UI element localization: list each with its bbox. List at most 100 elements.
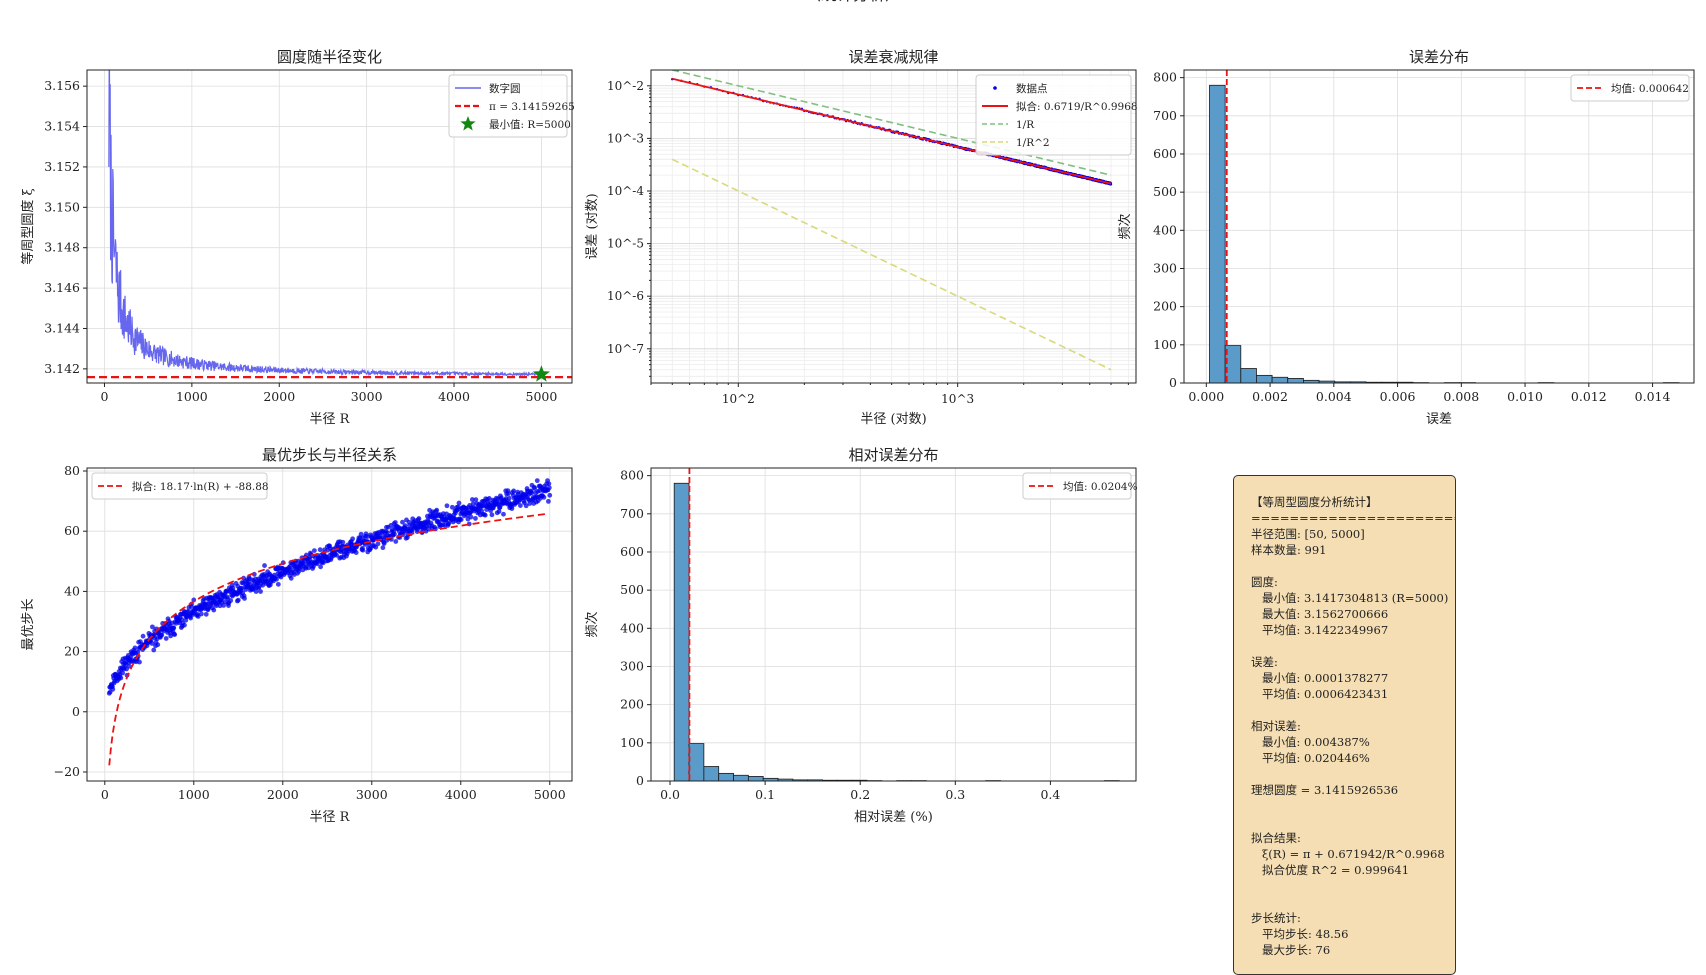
y-tick-label: 200 [620, 697, 644, 712]
y-axis-label: 最优步长 [21, 598, 36, 650]
scatter-point [501, 512, 506, 517]
stats-line: ============================== [1251, 510, 1455, 526]
scatter-point [546, 499, 551, 504]
scatter-point [473, 497, 478, 502]
scatter-point [547, 485, 552, 490]
x-tick-label: 1000 [176, 389, 208, 404]
scatter-point [151, 648, 156, 653]
y-tick-label: 100 [620, 735, 644, 750]
y-tick-label: 20 [64, 644, 80, 659]
y-axis-label: 频次 [584, 611, 600, 637]
legend-label: 拟合: 18.17·ln(R) + -88.88 [132, 480, 269, 493]
x-tick-label: 2000 [263, 389, 295, 404]
scatter-point [171, 626, 176, 631]
scatter-point [354, 550, 359, 555]
scatter-point [155, 642, 160, 647]
stats-line: 最大值: 3.1562700666 [1251, 606, 1455, 622]
scatter-point [262, 563, 267, 568]
plot-area-relhist [651, 468, 1136, 781]
x-tick-label: 0.002 [1252, 389, 1288, 404]
stats-line: 半径范围: [50, 5000] [1251, 526, 1455, 542]
axes-frame [651, 468, 1136, 781]
y-tick-label: 3.142 [44, 361, 80, 376]
stats-line: 拟合优度 R^2 = 0.999641 [1251, 862, 1455, 878]
y-tick-label: 0 [1169, 375, 1177, 390]
scatter-point [318, 564, 323, 569]
y-tick-label: 300 [620, 658, 644, 673]
x-axis-label: 误差 [1426, 412, 1452, 427]
scatter-point [380, 545, 385, 550]
histogram-bar [1241, 368, 1257, 383]
scatter-point [459, 517, 464, 522]
x-axis-label: 半径 R [310, 412, 351, 427]
histogram-bar [734, 775, 749, 781]
stats-line: 步长统计: [1251, 910, 1455, 926]
y-tick-label: 700 [1153, 108, 1177, 123]
x-tick-label: 0 [101, 787, 109, 802]
scatter-point [469, 515, 474, 520]
scatter-point [445, 503, 450, 508]
x-tick-label: 2000 [267, 787, 299, 802]
axes-frame [1184, 70, 1694, 383]
histogram-bar [1210, 85, 1226, 383]
y-tick-label: 10^-5 [607, 237, 644, 251]
legend-box [976, 75, 1131, 155]
y-tick-label: 3.144 [44, 320, 80, 335]
y-tick-label: 3.150 [44, 199, 80, 214]
histogram-bar [689, 744, 704, 781]
stats-line: 最小值: 0.004387% [1251, 734, 1455, 750]
legend-label: 拟合: 0.6719/R^0.9968 [1016, 100, 1138, 113]
y-tick-label: 300 [1153, 260, 1177, 275]
legend-swatch [993, 86, 997, 90]
legend-label: 数据点 [1016, 82, 1048, 95]
stats-line: 最小值: 0.0001378277 [1251, 670, 1455, 686]
stats-line: 相对误差: [1251, 718, 1455, 734]
chart-title: 误差衰减规律 [848, 48, 938, 66]
scatter-point [507, 496, 512, 501]
y-axis-label: 等周型圆度 ξ [20, 188, 36, 264]
x-tick-label: 0.2 [850, 787, 870, 802]
scatter-point [542, 495, 547, 500]
scatter-point [137, 660, 142, 665]
histogram-bar [1288, 378, 1304, 383]
y-axis-label: 误差 (对数) [585, 193, 600, 259]
y-tick-label: 700 [620, 506, 644, 521]
stats-line [1251, 814, 1455, 830]
axes-frame [87, 468, 572, 781]
x-tick-label: 0.3 [945, 787, 965, 802]
scatter-point [473, 516, 478, 521]
y-tick-label: 80 [64, 463, 80, 478]
scatter-point [312, 548, 317, 553]
statistics-panel: 【等周型圆度分析统计】=============================… [1233, 475, 1456, 975]
histogram-bar [719, 773, 734, 781]
y-tick-label: 600 [620, 544, 644, 559]
scatter-point [289, 576, 294, 581]
y-tick-label: 3.154 [44, 119, 80, 134]
x-tick-label: 4000 [438, 389, 470, 404]
y-tick-label: 100 [1153, 337, 1177, 352]
x-tick-label: 0.010 [1507, 389, 1543, 404]
figure-suptitle: （统计分析） [805, 0, 901, 4]
y-tick-label: 500 [1153, 184, 1177, 199]
y-tick-label: 10^-7 [607, 342, 644, 356]
y-tick-label: 3.148 [44, 240, 80, 255]
y-tick-label: 0 [72, 704, 80, 719]
chart-title: 误差分布 [1409, 48, 1469, 66]
y-tick-label: 800 [1153, 70, 1177, 85]
scatter-point [535, 478, 540, 483]
scatter-point [182, 623, 187, 628]
histogram-bar [1272, 377, 1288, 383]
stats-line: 【等周型圆度分析统计】 [1251, 494, 1455, 510]
scatter-point [434, 508, 439, 513]
scatter-point [506, 491, 511, 496]
stats-line: 平均值: 3.1422349967 [1251, 622, 1455, 638]
y-tick-label: 0 [636, 773, 644, 788]
x-tick-label: 0 [101, 389, 109, 404]
